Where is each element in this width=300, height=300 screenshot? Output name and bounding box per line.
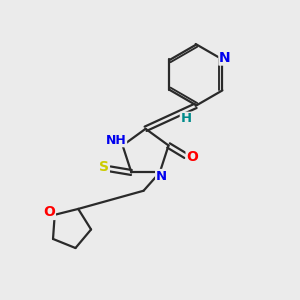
Text: O: O <box>44 206 55 219</box>
Text: N: N <box>219 51 231 65</box>
Text: NH: NH <box>106 134 127 147</box>
Text: N: N <box>156 169 167 182</box>
Text: S: S <box>99 160 109 175</box>
Text: O: O <box>186 150 198 164</box>
Text: H: H <box>180 112 191 125</box>
